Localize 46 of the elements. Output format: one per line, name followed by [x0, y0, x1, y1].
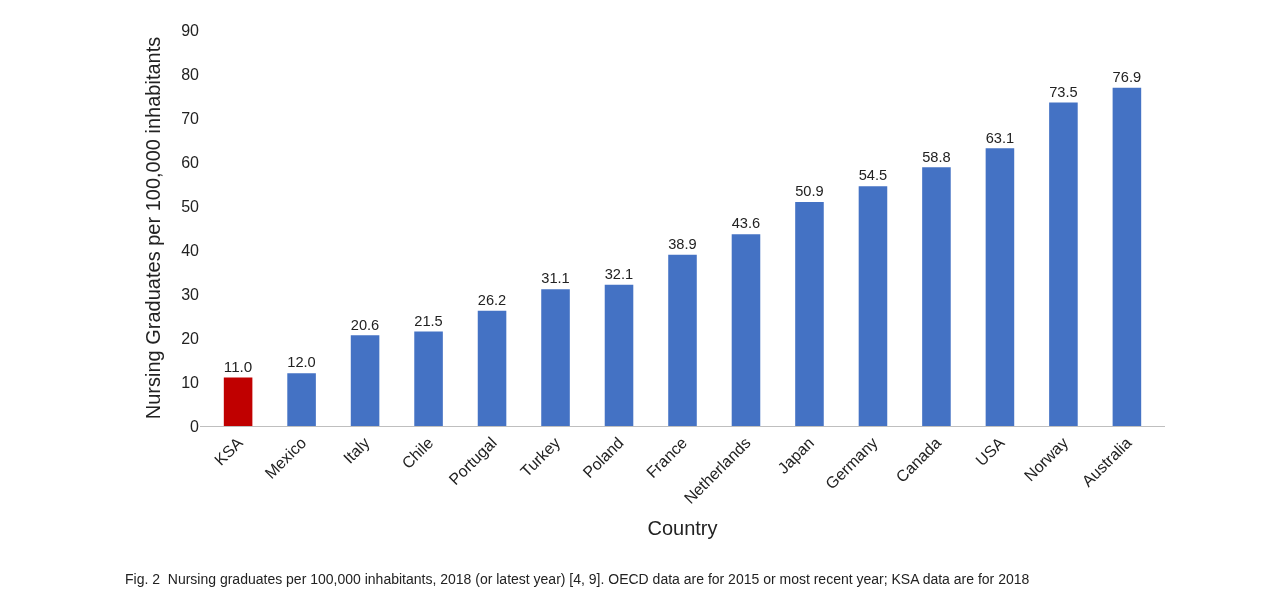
bar	[350, 335, 380, 426]
bar	[414, 331, 443, 426]
data-label: 50.9	[795, 183, 824, 200]
y-axis-title: Nursing Graduates per 100,000 inhabitants	[141, 36, 164, 420]
y-tick-label: 40	[181, 241, 200, 259]
x-axis-title: Country	[647, 517, 718, 540]
data-label: 21.5	[414, 312, 443, 329]
y-tick-label: 70	[181, 109, 200, 127]
bar	[668, 254, 697, 426]
data-label: 38.9	[668, 236, 697, 253]
y-tick-label: 90	[181, 21, 200, 39]
data-label: 43.6	[731, 215, 761, 232]
bar	[922, 167, 951, 426]
bar	[604, 284, 634, 426]
x-tick-label: USA	[972, 433, 1008, 470]
data-label: 76.9	[1112, 68, 1142, 85]
data-label: 54.5	[858, 167, 888, 184]
bar	[731, 234, 761, 426]
y-tick-label: 60	[181, 153, 200, 171]
bar	[985, 148, 1015, 426]
x-tick-label: Italy	[340, 433, 373, 467]
bar	[477, 310, 507, 426]
data-label: 58.8	[922, 148, 951, 165]
y-tick-label: 50	[181, 197, 200, 215]
x-tick-label: KSA	[211, 433, 247, 469]
bar	[795, 202, 824, 426]
data-label: 11.0	[223, 357, 253, 375]
bar	[223, 377, 253, 426]
data-label: 63.1	[985, 129, 1015, 146]
y-tick-label: 30	[181, 285, 200, 303]
data-label: 26.2	[477, 291, 507, 308]
bar	[858, 186, 888, 426]
y-tick-label: 20	[181, 329, 200, 347]
data-label: 32.1	[604, 266, 634, 283]
data-label: 20.6	[350, 316, 380, 333]
y-tick-label: 80	[181, 65, 200, 83]
y-tick-label: 0	[190, 417, 200, 435]
data-label: 73.5	[1049, 83, 1078, 100]
y-tick-label: 10	[181, 373, 200, 391]
bar	[541, 289, 570, 426]
bar	[1049, 102, 1078, 426]
data-label: 12.0	[287, 354, 316, 371]
caption: Fig. 2 Nursing graduates per 100,000 inhabitants, 2018 (or latest year) [4, 9]. OECD data are for 2015 or most recent year; KSA data are for 2018	[125, 571, 1030, 587]
data-label: 31.1	[541, 270, 570, 287]
bar	[1112, 87, 1142, 426]
bar	[287, 373, 316, 426]
